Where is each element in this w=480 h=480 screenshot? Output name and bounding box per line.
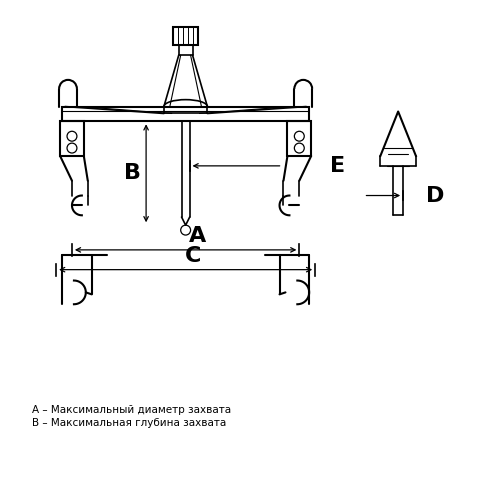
Text: C: C [185, 246, 202, 266]
Text: B – Максимальная глубина захвата: B – Максимальная глубина захвата [33, 418, 227, 428]
Bar [288, 121, 311, 156]
Text: B: B [124, 163, 141, 183]
Text: A: A [189, 226, 206, 246]
Bar [173, 27, 199, 45]
Bar [62, 107, 309, 121]
Text: A – Максимальный диаметр захвата: A – Максимальный диаметр захвата [33, 405, 231, 415]
Text: E: E [330, 156, 345, 176]
Text: D: D [426, 186, 444, 205]
Bar [60, 121, 84, 156]
